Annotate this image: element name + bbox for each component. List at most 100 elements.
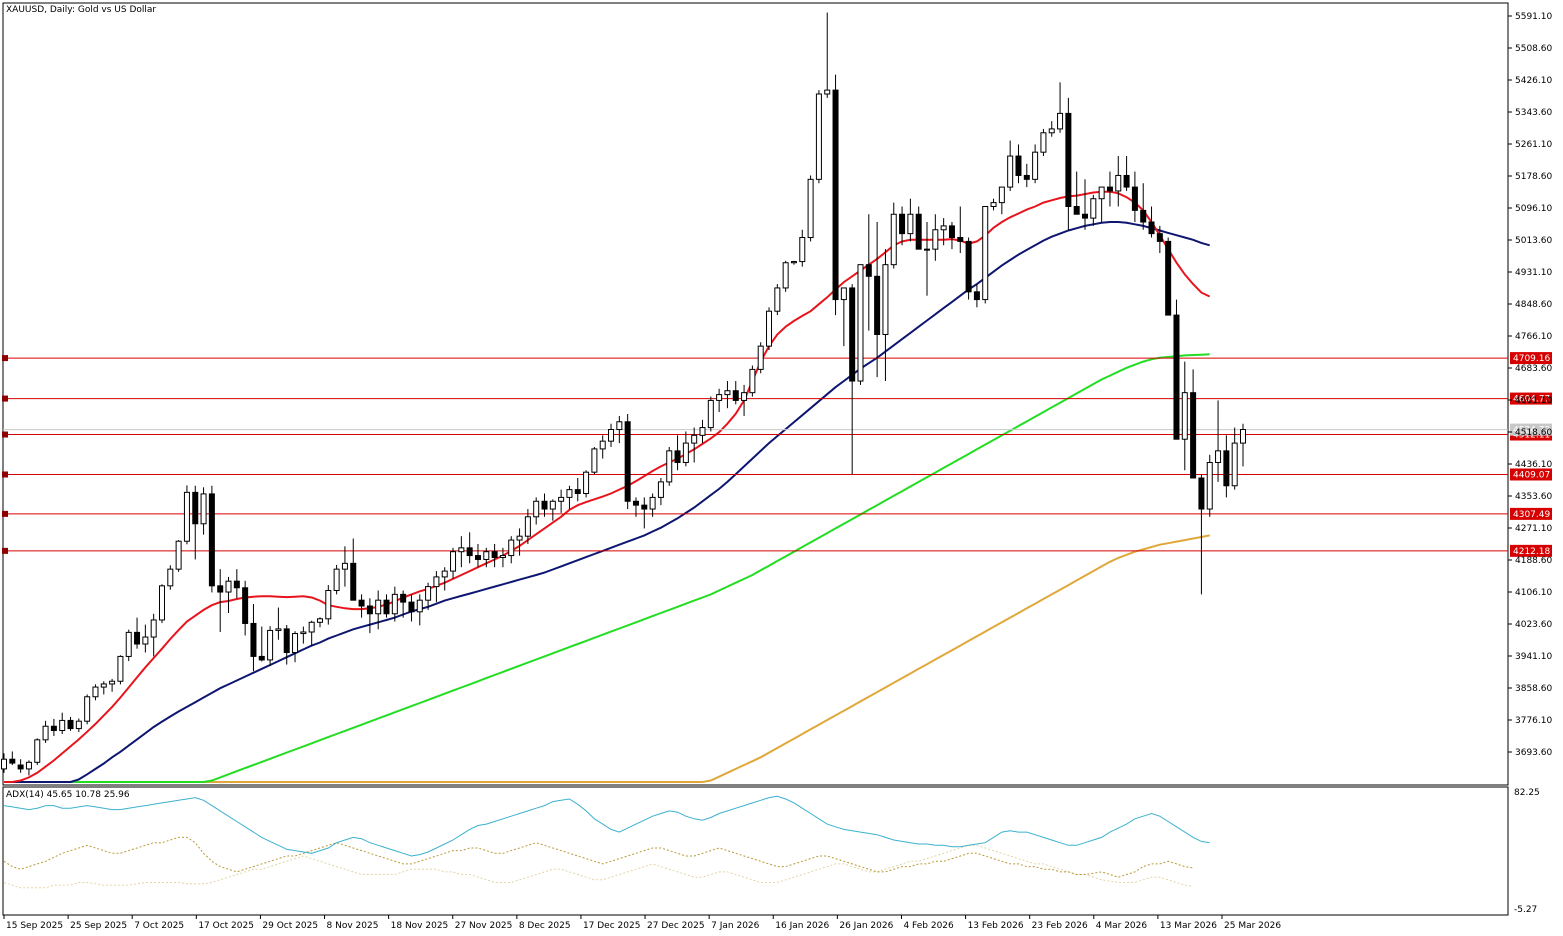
candle: [1023, 163, 1030, 188]
candle: [957, 206, 964, 254]
candle: [749, 365, 756, 397]
candle-body: [100, 683, 107, 688]
candle-body: [1040, 132, 1047, 153]
candle: [774, 284, 781, 316]
candle: [375, 590, 382, 630]
candle-body: [940, 225, 947, 231]
candle-body: [782, 262, 789, 289]
candle: [1240, 423, 1246, 467]
candle-body: [874, 275, 881, 335]
candle-body: [608, 429, 615, 442]
candle-body: [441, 570, 448, 578]
candle-body: [1231, 442, 1238, 487]
date-tick-label: 26 Jan 2026: [839, 921, 893, 931]
candle: [1165, 237, 1172, 316]
candle-body: [308, 621, 315, 633]
current-price-label: 4524.72: [1513, 426, 1550, 436]
moving-averages: [4, 190, 1211, 783]
candle: [450, 547, 457, 579]
candle: [158, 584, 165, 624]
candlesticks: [1, 12, 1246, 776]
price-tick-label: 3693.60: [1515, 748, 1552, 758]
candle: [982, 205, 989, 304]
candle-body: [757, 345, 764, 370]
candle-body: [92, 686, 99, 698]
candle-body: [117, 655, 124, 682]
candle: [616, 415, 623, 444]
candle: [491, 543, 498, 568]
candle: [325, 585, 332, 625]
candle-body: [316, 618, 323, 623]
candle-body: [533, 500, 540, 518]
candle: [849, 284, 856, 475]
candle: [932, 214, 939, 261]
candle: [50, 718, 57, 736]
candle: [1206, 454, 1213, 517]
price-tick-label: 4683.60: [1515, 364, 1552, 374]
candle: [167, 565, 174, 590]
candle: [815, 90, 822, 184]
candle: [458, 536, 465, 568]
candle-body: [17, 764, 24, 770]
candle-body: [358, 599, 365, 607]
level-tag-label-3: 4409.07: [1513, 470, 1550, 480]
candle: [699, 419, 706, 444]
candle-body: [59, 719, 66, 732]
candle: [533, 497, 540, 525]
candle: [250, 604, 257, 672]
candle-body: [192, 491, 199, 525]
candle: [508, 536, 515, 564]
candle: [75, 718, 82, 733]
candle-body: [391, 593, 398, 615]
candle-body: [524, 516, 531, 537]
candle: [42, 720, 49, 743]
candle-body: [250, 622, 257, 657]
candle: [1181, 361, 1188, 471]
candle: [832, 74, 839, 316]
date-tick-label: 7 Jan 2026: [711, 921, 759, 931]
candle-body: [1, 758, 7, 770]
date-tick-label: 8 Nov 2025: [327, 921, 379, 931]
candle-body: [1057, 112, 1064, 130]
candle-body: [1048, 128, 1055, 134]
candle: [574, 478, 581, 502]
candle-body: [175, 540, 182, 570]
candle-body: [1082, 213, 1089, 219]
price-axis: 5591.10 5508.60 5426.10 5343.60 5261.10 5178.…: [1508, 12, 1552, 758]
date-tick-label: 4 Feb 2026: [903, 921, 954, 931]
candle-body: [1015, 155, 1022, 176]
level-tag-label-1: 4604.77: [1513, 395, 1550, 405]
candle: [707, 396, 714, 432]
candle-body: [641, 504, 648, 510]
adx-axis-bottom: -5.27: [1514, 905, 1537, 915]
candle: [1115, 156, 1122, 207]
candle-body: [1115, 174, 1122, 192]
candle-body: [857, 264, 864, 382]
candle-body: [516, 535, 523, 541]
candle: [59, 712, 66, 735]
candle: [441, 567, 448, 591]
candle: [1057, 82, 1064, 133]
price-tick-label: 3941.10: [1515, 652, 1552, 662]
price-tick-label: 5261.10: [1515, 140, 1552, 150]
price-tick-label: 5096.10: [1515, 204, 1552, 214]
candle-body: [425, 586, 432, 601]
main-panel-frame: [2, 2, 1509, 786]
candle: [316, 617, 323, 628]
date-tick-label: 8 Dec 2025: [519, 921, 571, 931]
candle: [998, 186, 1005, 215]
candle-body: [1181, 392, 1188, 440]
candle: [92, 684, 99, 701]
candle-body: [292, 633, 299, 654]
candle-body: [450, 551, 457, 572]
adx-main-line: [3, 795, 1210, 857]
candle: [782, 260, 789, 292]
price-tick-label: 5178.60: [1515, 172, 1552, 182]
date-axis: 15 Sep 2025 25 Sep 2025 7 Oct 2025 17 Oct 2…: [3, 915, 1281, 931]
candle: [1007, 140, 1014, 191]
candle-body: [9, 758, 16, 764]
candle: [1198, 474, 1205, 595]
candle: [358, 594, 365, 618]
candle-body: [674, 450, 681, 463]
